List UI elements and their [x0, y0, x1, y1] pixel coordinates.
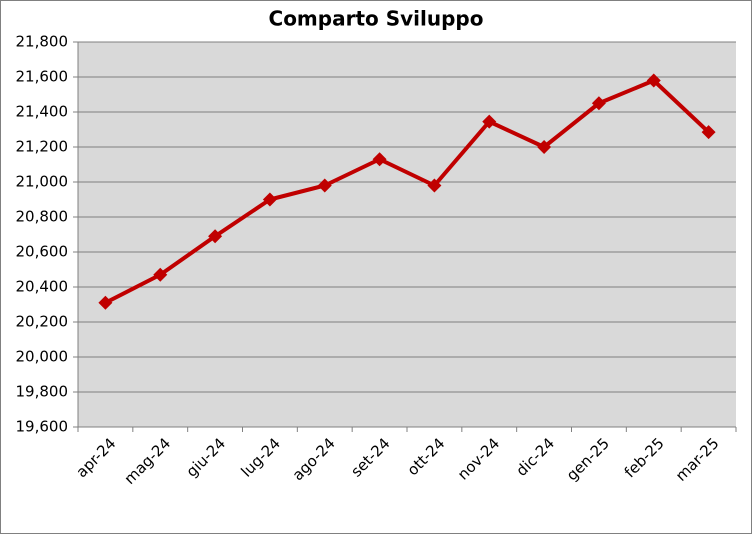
y-tick-label: 20,400 [16, 278, 69, 296]
plot-area [78, 42, 736, 427]
y-tick-label: 21,000 [16, 173, 69, 191]
y-tick-label: 20,200 [16, 313, 69, 331]
data-point [153, 267, 168, 282]
y-tick-label: 21,600 [16, 68, 69, 86]
data-point [701, 125, 716, 140]
y-tick-label: 19,800 [16, 383, 69, 401]
data-point [317, 178, 332, 193]
data-point [591, 96, 606, 111]
y-tick-label: 20,000 [16, 348, 69, 366]
y-tick-label: 21,800 [16, 33, 69, 51]
y-tick-label: 20,600 [16, 243, 69, 261]
y-tick-label: 21,200 [16, 138, 69, 156]
data-point [427, 178, 442, 193]
data-point [537, 140, 552, 154]
data-point [646, 73, 661, 88]
y-tick-label: 21,400 [16, 103, 69, 121]
data-point [262, 192, 277, 207]
data-line [104, 78, 710, 305]
data-point [482, 114, 497, 129]
y-tick-label: 19,600 [16, 418, 69, 436]
data-point [372, 152, 387, 167]
data-point [208, 229, 223, 244]
data-point [98, 295, 113, 310]
y-tick-label: 20,800 [16, 208, 69, 226]
chart-title: Comparto Sviluppo [269, 7, 484, 31]
